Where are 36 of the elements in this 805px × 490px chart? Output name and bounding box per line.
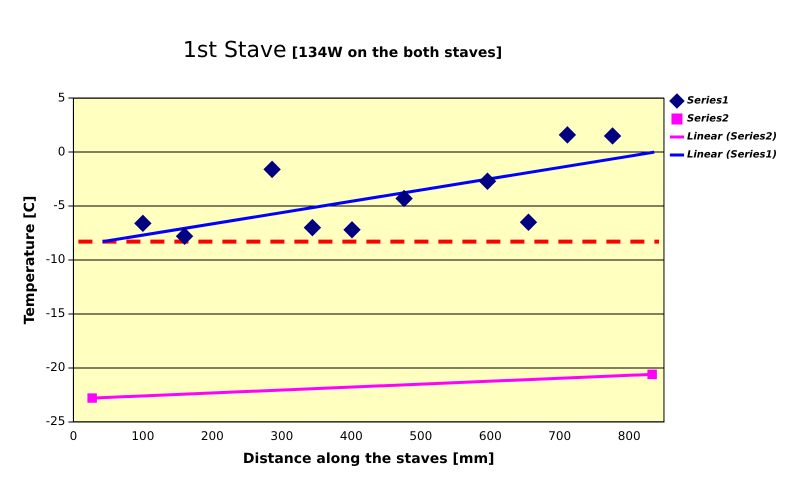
x-tick-label: 100 [131,429,154,444]
point [87,393,97,403]
point [264,160,281,178]
y-tick-label: 0 [58,144,66,158]
x-tick-label: 200 [200,429,224,444]
chart-subtitle: [134W on the both staves] [292,45,502,61]
x-tick-label: 300 [270,429,294,444]
point [520,214,537,231]
x-axis-title: Distance along the staves [mm] [242,451,494,468]
y-tick-label: -10 [46,252,66,266]
y-tick-label: -5 [53,198,66,212]
legend-label: Series1 [686,96,730,107]
point [176,228,194,245]
legend-label: Series2 [686,114,730,125]
x-tick-label: 800 [618,429,641,444]
point [558,126,576,144]
point [604,127,622,144]
point [396,190,413,208]
y-tick-label: -20 [46,360,66,374]
x-tick-label: 700 [548,429,572,444]
y-tick-label: -25 [46,414,66,428]
point [647,370,657,380]
x-tick-label: 0 [70,429,78,444]
y-tick-label: -15 [46,306,66,320]
point [344,221,361,238]
legend-label: Linear (Series1) [686,150,778,161]
x-tick-label: 600 [478,429,502,444]
legend-label: Linear (Series2) [686,132,778,143]
chart-title: 1st Stave [182,38,287,63]
point [478,172,496,190]
y-axis-title: Temperature [C] [22,196,38,324]
point [304,219,321,236]
point [134,214,152,232]
y-tick-label: 5 [58,90,66,104]
x-tick-label: 500 [409,429,432,444]
x-tick-label: 400 [340,429,363,444]
